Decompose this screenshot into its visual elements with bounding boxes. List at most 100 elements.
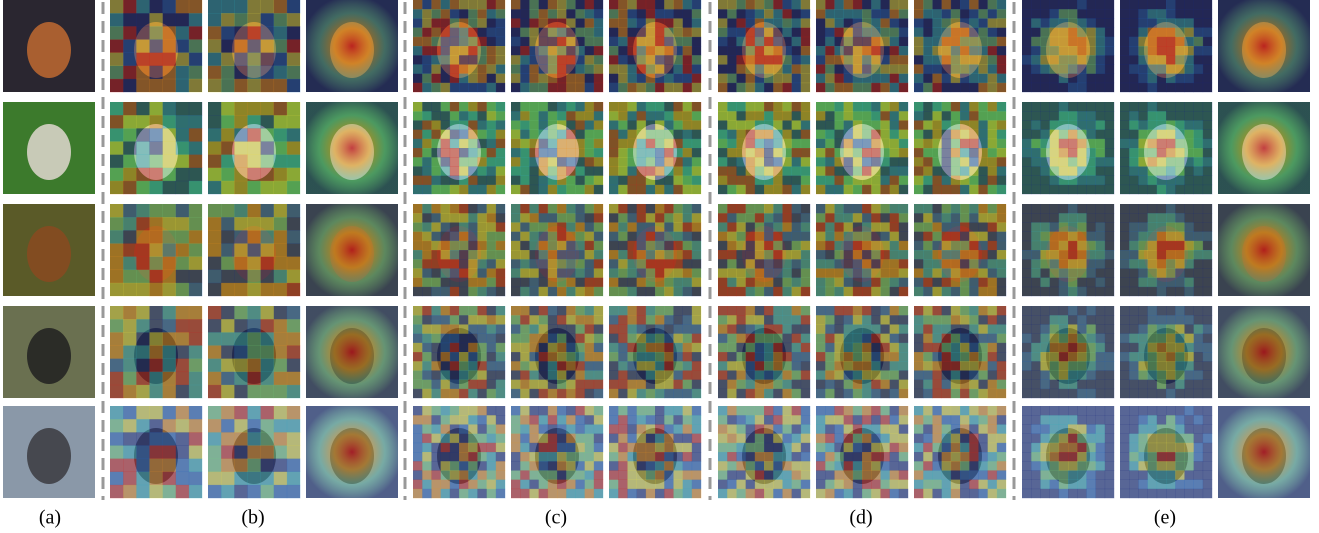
heatmap-patch: [189, 283, 202, 296]
heatmap-patch: [1148, 222, 1158, 232]
heatmap-patch: [234, 79, 247, 92]
heatmap-patch: [1175, 213, 1185, 223]
heatmap-patch: [422, 37, 432, 47]
heatmap-patch: [736, 28, 746, 37]
heatmap-patch: [557, 130, 567, 140]
heatmap-patch: [566, 389, 576, 399]
heatmap-patch: [673, 287, 683, 297]
heatmap-patch: [692, 232, 702, 242]
heatmap-patch: [923, 380, 933, 390]
heatmap-patch: [1022, 232, 1032, 242]
heatmap-patch: [1148, 37, 1158, 47]
heatmap-patch: [618, 334, 628, 344]
heatmap-patch: [1166, 28, 1176, 37]
heatmap-patch: [431, 343, 441, 353]
heatmap-patch: [539, 370, 549, 380]
heatmap-patch: [539, 259, 549, 269]
heatmap-patch: [468, 55, 478, 64]
heatmap-patch: [1086, 306, 1096, 316]
heatmap-patch: [618, 28, 628, 37]
heatmap-patch: [825, 315, 835, 325]
heatmap-patch: [110, 472, 123, 485]
heatmap-patch: [163, 485, 176, 498]
heatmap-patch: [487, 185, 497, 195]
heatmap-patch: [942, 380, 952, 390]
heatmap-patch: [123, 270, 136, 283]
heatmap-patch: [951, 315, 961, 325]
heatmap-patch: [1022, 64, 1032, 74]
heatmap-patch: [1031, 0, 1041, 10]
heatmap-patch: [1050, 306, 1060, 316]
heatmap-patch: [960, 148, 970, 158]
heatmap-patch: [1175, 185, 1185, 195]
heatmap-patch: [1040, 324, 1050, 334]
heatmap-patch: [459, 250, 469, 260]
heatmap-patch: [764, 324, 774, 334]
heatmap-patch: [923, 324, 933, 334]
heatmap-patch: [664, 324, 674, 334]
heatmap-patch: [1166, 130, 1176, 140]
heatmap-patch: [1077, 120, 1087, 129]
heatmap-patch: [496, 424, 506, 434]
heatmap-patch: [988, 204, 998, 214]
heatmap-patch: [655, 406, 665, 416]
heatmap-patch: [575, 489, 585, 499]
heatmap-patch: [862, 443, 872, 453]
heatmap-patch: [673, 352, 683, 362]
heatmap-patch: [764, 452, 774, 462]
heatmap-patch: [422, 102, 432, 112]
heatmap-patch: [655, 424, 665, 434]
heatmap-patch: [664, 83, 674, 93]
heatmap-patch: [825, 55, 835, 64]
heatmap-patch: [736, 315, 746, 325]
heatmap-patch: [548, 111, 558, 121]
heatmap-patch: [664, 315, 674, 325]
heatmap-patch: [441, 74, 451, 84]
heatmap-patch: [261, 217, 274, 230]
heatmap-patch: [431, 46, 441, 56]
heatmap-patch: [862, 352, 872, 362]
heatmap-patch: [1096, 18, 1106, 28]
heatmap-patch: [520, 18, 530, 28]
heatmap-patch: [890, 370, 900, 380]
heatmap-patch: [755, 0, 765, 10]
heatmap-patch: [110, 419, 123, 432]
heatmap-patch: [1040, 287, 1050, 297]
heatmap-patch: [862, 324, 872, 334]
heatmap-patch: [1096, 343, 1106, 353]
heatmap-patch: [441, 37, 451, 47]
heatmap-patch: [782, 74, 792, 84]
heatmap-patch: [110, 39, 123, 52]
heatmap-patch: [548, 259, 558, 269]
heatmap-patch: [834, 443, 844, 453]
heatmap-patch: [801, 185, 811, 195]
heatmap-patch: [880, 130, 890, 140]
heatmap-patch: [727, 148, 737, 158]
heatmap-patch: [511, 361, 521, 371]
heatmap-patch: [932, 120, 942, 129]
heatmap-patch: [149, 128, 162, 141]
heatmap-patch: [932, 334, 942, 344]
heatmap-patch: [459, 130, 469, 140]
heatmap-patch: [1096, 380, 1106, 390]
heatmap-patch: [221, 13, 234, 26]
heatmap-patch: [834, 315, 844, 325]
heatmap-patch: [692, 287, 702, 297]
heatmap-patch: [123, 419, 136, 432]
heatmap-patch: [1031, 37, 1041, 47]
heatmap-patch: [1050, 9, 1060, 19]
heatmap-patch: [1129, 0, 1139, 10]
heatmap-patch: [792, 306, 802, 316]
heatmap-patch: [746, 315, 756, 325]
heatmap-patch: [746, 102, 756, 112]
heatmap-patch: [899, 461, 909, 471]
heatmap-patch: [594, 315, 604, 325]
heatmap-patch: [557, 334, 567, 344]
heatmap-patch: [718, 480, 728, 490]
heatmap-patch: [548, 361, 558, 371]
heatmap-patch: [1175, 148, 1185, 158]
heatmap-patch: [646, 157, 656, 167]
heatmap-patch: [548, 74, 558, 84]
heatmap-patch: [978, 306, 988, 316]
heatmap-patch: [1138, 380, 1148, 390]
